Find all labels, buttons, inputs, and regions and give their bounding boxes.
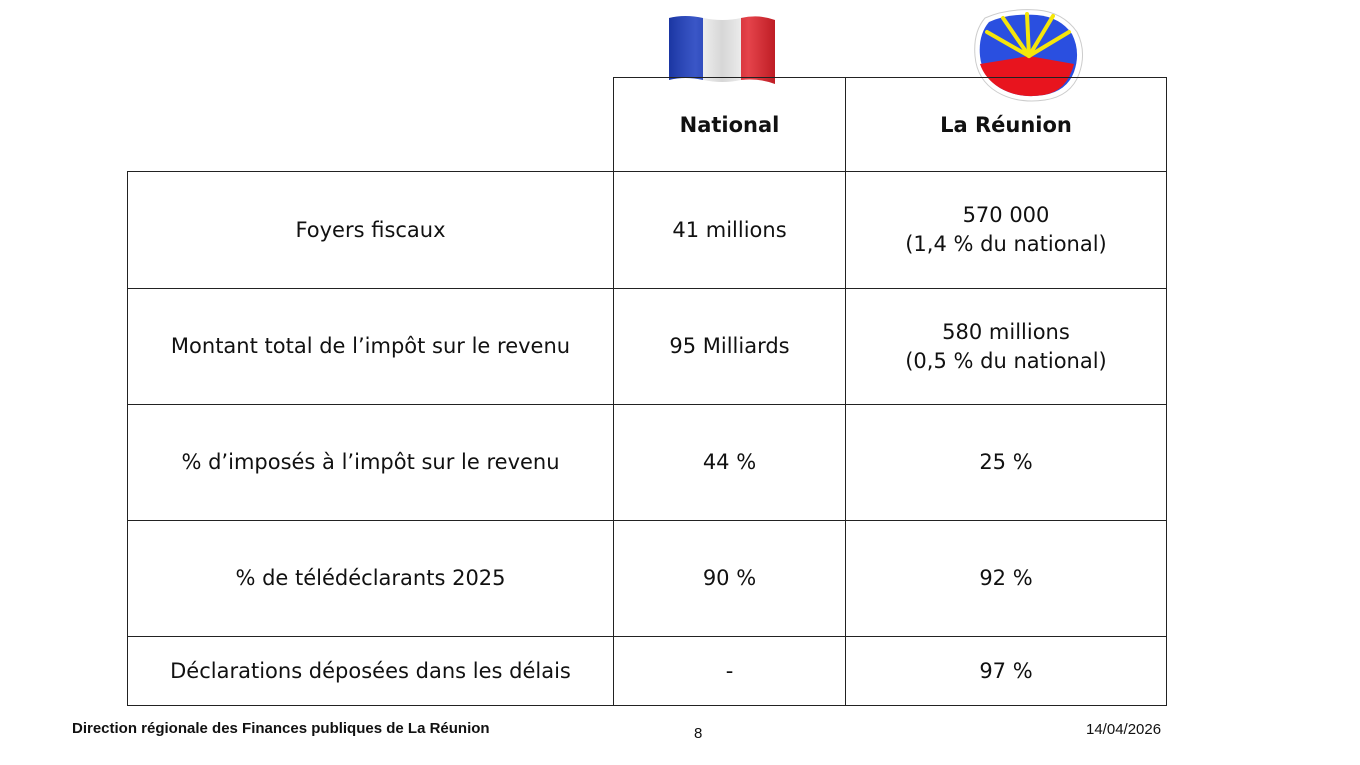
- table-border: [1166, 77, 1167, 706]
- footer-date: 14/04/2026: [1086, 721, 1162, 738]
- row-label-foyers-fiscaux: Foyers fiscaux: [128, 172, 613, 288]
- row-label-text: Montant total de l’impôt sur le revenu: [170, 334, 571, 358]
- cell-value: -: [725, 658, 734, 683]
- row-label-text: Déclarations déposées dans les délais: [170, 658, 571, 683]
- cell-value: 570 000: [962, 203, 1050, 227]
- row-label-text: % d’imposés à l’impôt sur le revenu: [181, 450, 560, 474]
- cell-value-group: 580 millions (0,5 % du national): [905, 318, 1107, 376]
- footer-organization: Direction régionale des Finances publiqu…: [72, 720, 490, 737]
- row-label-imposes: % d’imposés à l’impôt sur le revenu: [128, 405, 613, 520]
- table-border: [127, 171, 1167, 172]
- table-border: [127, 288, 1167, 289]
- column-header-national: National: [614, 78, 845, 171]
- row-label-text: Foyers fiscaux: [295, 217, 446, 242]
- table-border: [613, 77, 1167, 78]
- column-header-reunion: La Réunion: [846, 78, 1166, 171]
- cell-reunion: 25 %: [846, 405, 1166, 520]
- cell-subvalue: (1,4 % du national): [905, 232, 1107, 256]
- table-border: [613, 77, 614, 706]
- row-label-declarations-delais: Déclarations déposées dans les délais: [128, 637, 613, 705]
- cell-national: 95 Milliards: [614, 289, 845, 404]
- table-border: [127, 171, 128, 706]
- row-label-teledeclarants: % de télédéclarants 2025: [128, 521, 613, 636]
- cell-value: 95 Milliards: [669, 334, 790, 358]
- cell-value: 580 millions: [942, 319, 1070, 344]
- cell-reunion: 570 000 (1,4 % du national): [846, 172, 1166, 288]
- row-label-text: % de télédéclarants 2025: [235, 566, 506, 590]
- cell-value: 92 %: [979, 566, 1033, 590]
- cell-subvalue: (0,5 % du national): [905, 348, 1107, 373]
- reunion-flag-icon: [974, 9, 1083, 102]
- cell-reunion: 97 %: [846, 637, 1166, 705]
- cell-value: 25 %: [979, 450, 1033, 474]
- cell-national: 44 %: [614, 405, 845, 520]
- cell-national: 41 millions: [614, 172, 845, 288]
- row-label-montant-total: Montant total de l’impôt sur le revenu: [128, 289, 613, 404]
- table-border: [127, 520, 1167, 521]
- cell-reunion: 580 millions (0,5 % du national): [846, 289, 1166, 404]
- footer-page-number: 8: [694, 725, 703, 742]
- cell-value: 97 %: [979, 658, 1033, 683]
- france-flag-icon: [669, 16, 775, 84]
- header-label: National: [679, 113, 780, 137]
- table-border: [845, 77, 846, 706]
- table-border: [127, 636, 1167, 637]
- cell-value: 90 %: [702, 566, 757, 590]
- cell-national: -: [614, 637, 845, 705]
- table-border: [127, 404, 1167, 405]
- cell-reunion: 92 %: [846, 521, 1166, 636]
- table-border: [127, 705, 1167, 706]
- cell-value: 44 %: [702, 450, 757, 474]
- cell-value: 41 millions: [672, 217, 787, 242]
- header-label: La Réunion: [940, 113, 1072, 137]
- cell-national: 90 %: [614, 521, 845, 636]
- cell-value-group: 570 000 (1,4 % du national): [905, 201, 1107, 259]
